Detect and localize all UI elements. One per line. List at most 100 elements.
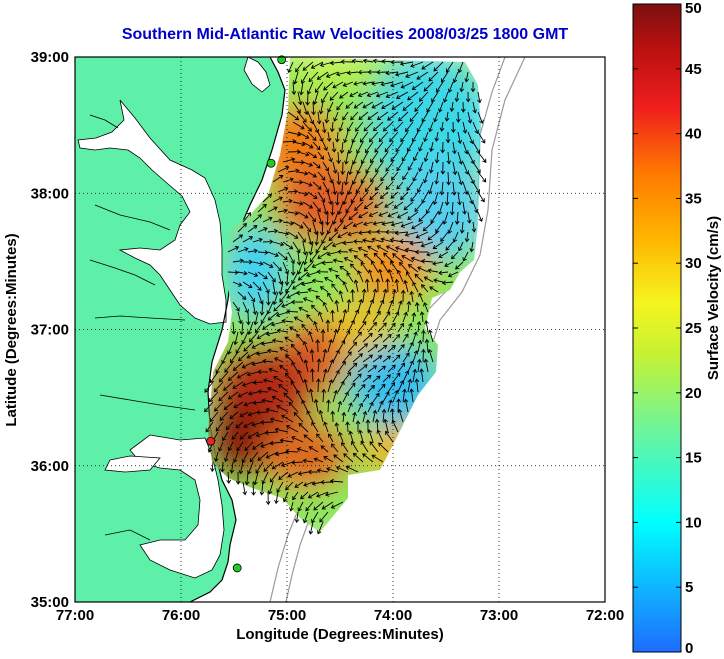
velocity-vector <box>306 410 314 423</box>
velocity-vector <box>332 81 344 89</box>
velocity-vector <box>367 344 379 353</box>
velocity-vector <box>267 228 279 234</box>
velocity-vector <box>286 309 299 314</box>
velocity-vector <box>362 453 374 463</box>
velocity-vector <box>437 201 444 216</box>
velocity-vector <box>271 461 284 470</box>
velocity-vector <box>325 211 330 226</box>
velocity-vector <box>303 359 309 373</box>
velocity-vector <box>345 101 354 109</box>
velocity-vector <box>391 171 399 181</box>
velocity-vector <box>287 111 300 121</box>
velocity-vector <box>350 288 355 303</box>
velocity-vector <box>233 401 244 409</box>
velocity-vector <box>412 281 419 293</box>
velocity-vector <box>410 61 424 68</box>
velocity-vector <box>350 263 359 273</box>
y-tick-label: 36:00 <box>31 458 69 475</box>
velocity-vector <box>445 61 454 73</box>
velocity-vector <box>452 141 457 155</box>
velocity-vector <box>239 411 249 418</box>
velocity-vector <box>293 316 304 323</box>
velocity-vector <box>462 181 469 195</box>
velocity-vector <box>257 250 269 255</box>
velocity-vector <box>262 378 274 383</box>
velocity-vector <box>338 431 344 443</box>
velocity-vector <box>302 101 309 116</box>
velocity-vector <box>257 451 269 461</box>
velocity-vector <box>434 151 440 164</box>
velocity-vector <box>285 481 294 491</box>
velocity-vector <box>324 111 330 124</box>
velocity-vector <box>311 511 319 524</box>
velocity-vector <box>267 206 278 213</box>
x-tick-label: 73:00 <box>480 607 518 624</box>
velocity-vector <box>249 451 259 463</box>
velocity-vector <box>259 420 274 425</box>
velocity-vector <box>252 441 264 450</box>
velocity-vector <box>273 375 284 383</box>
pamlico-sound <box>129 434 225 579</box>
velocity-vector <box>247 291 256 303</box>
velocity-vector <box>257 389 269 394</box>
velocity-vector <box>407 341 414 353</box>
velocity-vector <box>462 161 470 175</box>
velocity-vector <box>467 131 474 145</box>
velocity-vector <box>251 361 264 367</box>
velocity-vector <box>307 171 317 178</box>
velocity-vector <box>367 229 379 235</box>
velocity-vector <box>342 351 352 363</box>
velocity-vector <box>272 218 283 224</box>
velocity-vector <box>393 121 404 132</box>
velocity-vector <box>372 409 378 423</box>
velocity-vector <box>242 212 252 223</box>
velocity-vector <box>395 141 404 153</box>
velocity-vector <box>342 240 354 246</box>
velocity-vector <box>255 461 264 474</box>
velocity-vector <box>332 258 344 264</box>
colorbar-tick-label: 10 <box>685 514 702 531</box>
velocity-vector <box>428 71 439 82</box>
colorbar-scale <box>632 3 682 653</box>
velocity-vector <box>312 181 322 190</box>
velocity-vector <box>377 383 386 393</box>
velocity-vector <box>435 221 444 234</box>
velocity-vector <box>337 400 343 413</box>
velocity-vector <box>414 378 420 393</box>
velocity-vector <box>301 323 309 333</box>
velocity-vector <box>467 111 473 124</box>
velocity-vector <box>338 290 344 303</box>
radar-stations <box>206 55 287 573</box>
velocity-vector <box>358 230 369 236</box>
velocity-vector <box>407 161 414 171</box>
velocity-vector <box>380 151 389 163</box>
velocity-vector <box>227 341 234 355</box>
velocity-vector <box>213 381 224 393</box>
velocity-vector <box>287 131 302 137</box>
velocity-vector <box>208 391 219 403</box>
velocity-vector <box>282 139 297 144</box>
velocity-vector <box>252 380 264 385</box>
velocity-vector <box>276 481 284 493</box>
velocity-vector <box>247 461 254 475</box>
velocity-vector <box>332 181 338 196</box>
velocity-vector <box>292 179 304 185</box>
velocity-vector <box>277 271 284 285</box>
velocity-vector <box>457 191 462 206</box>
velocity-vector <box>329 91 339 101</box>
velocity-vector <box>266 301 274 315</box>
velocity-vector <box>262 193 273 203</box>
velocity-vector <box>292 241 301 254</box>
velocity-vector <box>325 491 339 497</box>
velocity-vector <box>297 131 310 139</box>
velocity-vector <box>396 398 401 413</box>
velocity-vector <box>335 274 344 283</box>
velocity-vector <box>432 261 444 266</box>
velocity-vector <box>342 191 349 206</box>
velocity-vector <box>294 481 304 488</box>
velocity-vector <box>272 241 285 247</box>
velocity-vector <box>237 311 243 325</box>
velocity-vector <box>281 301 294 308</box>
velocity-vector <box>370 260 379 273</box>
velocity-vector <box>422 221 434 232</box>
